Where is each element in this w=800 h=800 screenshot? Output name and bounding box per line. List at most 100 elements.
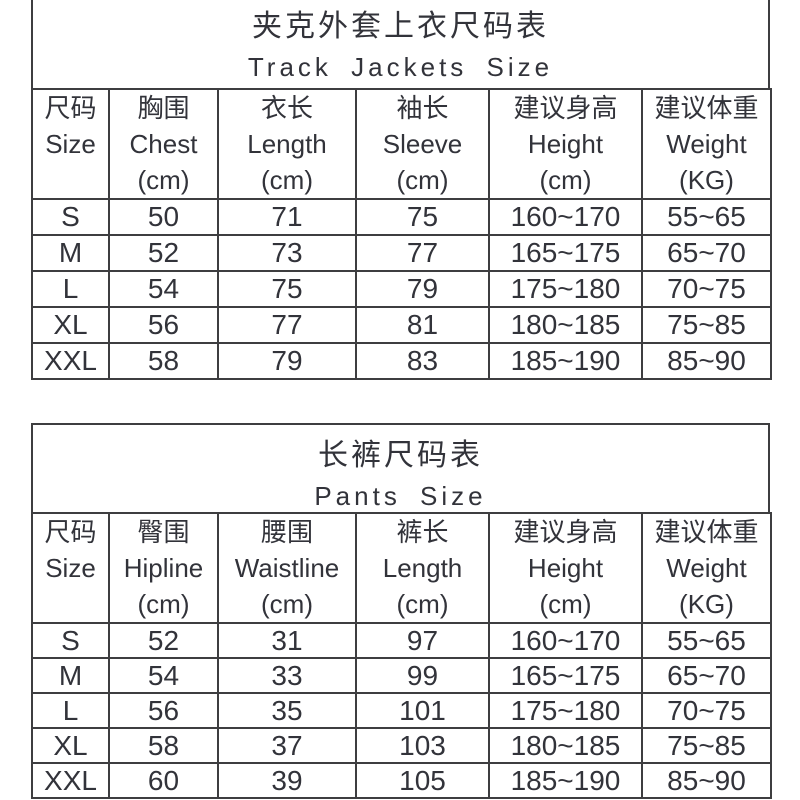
header-en: Hipline — [123, 553, 204, 583]
table-row: XXL 60 39 105 185~190 85~90 — [31, 762, 772, 799]
header-zh: 建议身高 — [513, 517, 618, 547]
column-header-size: 尺码 Size — [31, 512, 110, 624]
table-cell: 160~170 — [488, 198, 643, 236]
header-zh: 建议体重 — [654, 517, 759, 547]
table-cell: M — [31, 234, 110, 272]
table-cell: XL — [31, 306, 110, 344]
table-cell: 37 — [217, 727, 357, 764]
table-cell: 31 — [217, 622, 357, 659]
jackets-table: 尺码 Size 胸围 Chest (cm) 衣长 Length (cm) 袖长 … — [31, 88, 772, 380]
header-en: Size — [45, 129, 96, 159]
column-header-waistline: 腰围 Waistline (cm) — [217, 512, 357, 624]
table-row: M 52 73 77 165~175 65~70 — [31, 234, 772, 272]
header-zh: 建议体重 — [654, 93, 759, 123]
column-header-sleeve: 袖长 Sleeve (cm) — [355, 88, 490, 200]
header-en: Height — [527, 553, 604, 583]
table-cell: 65~70 — [641, 657, 772, 694]
column-header-length: 裤长 Length (cm) — [355, 512, 490, 624]
pants-title-en: Pants Size — [314, 481, 487, 511]
header-en: Length — [247, 129, 327, 159]
header-unit: (cm) — [539, 589, 592, 619]
table-cell: S — [31, 622, 110, 659]
column-header-length: 衣长 Length (cm) — [217, 88, 357, 200]
column-header-height: 建议身高 Height (cm) — [488, 88, 643, 200]
header-unit: (cm) — [396, 589, 449, 619]
table-cell: 39 — [217, 762, 357, 799]
table-cell: 79 — [355, 270, 490, 308]
jackets-title-en: Track Jackets Size — [247, 52, 554, 82]
table-row: XXL 58 79 83 185~190 85~90 — [31, 342, 772, 380]
header-unit: (cm) — [261, 589, 313, 619]
table-cell: 70~75 — [641, 692, 772, 729]
jackets-title-zh: 夹克外套上衣尺码表 — [252, 10, 549, 43]
pants-title-box: 长裤尺码表 Pants Size — [31, 423, 770, 512]
table-cell: 52 — [108, 234, 219, 272]
table-cell: 52 — [108, 622, 219, 659]
header-zh: 胸围 — [137, 93, 190, 123]
table-cell: S — [31, 198, 110, 236]
table-cell: 79 — [217, 342, 357, 380]
table-cell: 55~65 — [641, 622, 772, 659]
table-cell: 70~75 — [641, 270, 772, 308]
header-en: Weight — [666, 129, 747, 159]
table-row: S 52 31 97 160~170 55~65 — [31, 622, 772, 659]
table-cell: 56 — [108, 692, 219, 729]
header-zh: 臀围 — [137, 517, 190, 547]
header-unit — [34, 586, 107, 621]
table-cell: XXL — [31, 762, 110, 799]
header-unit: (KG) — [679, 165, 734, 195]
table-cell: 77 — [355, 234, 490, 272]
table-cell: 60 — [108, 762, 219, 799]
table-row: L 54 75 79 175~180 70~75 — [31, 270, 772, 308]
column-header-hipline: 臀围 Hipline (cm) — [108, 512, 219, 624]
jackets-title-box: 夹克外套上衣尺码表 Track Jackets Size — [31, 0, 770, 88]
table-cell: 165~175 — [488, 657, 643, 694]
header-row: 尺码 Size 臀围 Hipline (cm) 腰围 Waistline (cm… — [31, 512, 772, 624]
pants-size-table-section: 长裤尺码表 Pants Size 尺码 Size 臀围 Hipline (cm) — [31, 423, 772, 799]
header-unit: (cm) — [396, 165, 449, 195]
table-cell: M — [31, 657, 110, 694]
table-cell: 101 — [355, 692, 490, 729]
table-cell: L — [31, 692, 110, 729]
table-cell: 77 — [217, 306, 357, 344]
header-zh: 尺码 — [44, 93, 97, 123]
table-cell: 33 — [217, 657, 357, 694]
header-en: Sleeve — [382, 129, 463, 159]
header-unit: (cm) — [261, 165, 313, 195]
table-cell: 35 — [217, 692, 357, 729]
table-cell: 55~65 — [641, 198, 772, 236]
column-header-height: 建议身高 Height (cm) — [488, 512, 643, 624]
table-cell: XXL — [31, 342, 110, 380]
table-cell: 54 — [108, 657, 219, 694]
header-zh: 建议身高 — [513, 93, 618, 123]
table-cell: 85~90 — [641, 762, 772, 799]
table-cell: 56 — [108, 306, 219, 344]
table-cell: 99 — [355, 657, 490, 694]
table-cell: 160~170 — [488, 622, 643, 659]
column-header-weight: 建议体重 Weight (KG) — [641, 512, 772, 624]
table-cell: 165~175 — [488, 234, 643, 272]
header-en: Height — [527, 129, 604, 159]
header-zh: 腰围 — [260, 517, 313, 547]
column-header-weight: 建议体重 Weight (KG) — [641, 88, 772, 200]
header-en: Waistline — [234, 553, 340, 583]
header-unit: (KG) — [679, 589, 734, 619]
table-row: L 56 35 101 175~180 70~75 — [31, 692, 772, 729]
table-row: XL 56 77 81 180~185 75~85 — [31, 306, 772, 344]
header-en: Chest — [129, 129, 198, 159]
table-cell: 75~85 — [641, 306, 772, 344]
jackets-table-body: S 50 71 75 160~170 55~65 M 52 73 77 165~175 65~70 L 5… — [31, 198, 772, 380]
table-cell: 83 — [355, 342, 490, 380]
table-cell: 185~190 — [488, 342, 643, 380]
table-row: XL 58 37 103 180~185 75~85 — [31, 727, 772, 764]
column-header-chest: 胸围 Chest (cm) — [108, 88, 219, 200]
pants-table-body: S 52 31 97 160~170 55~65 M 54 33 99 165~175 65~70 L 5… — [31, 622, 772, 799]
header-en: Size — [45, 553, 96, 583]
table-cell: 65~70 — [641, 234, 772, 272]
table-cell: 75 — [355, 198, 490, 236]
header-unit: (cm) — [137, 589, 190, 619]
header-row: 尺码 Size 胸围 Chest (cm) 衣长 Length (cm) 袖长 … — [31, 88, 772, 200]
header-en: Weight — [666, 553, 747, 583]
table-cell: 73 — [217, 234, 357, 272]
header-zh: 裤长 — [396, 517, 449, 547]
